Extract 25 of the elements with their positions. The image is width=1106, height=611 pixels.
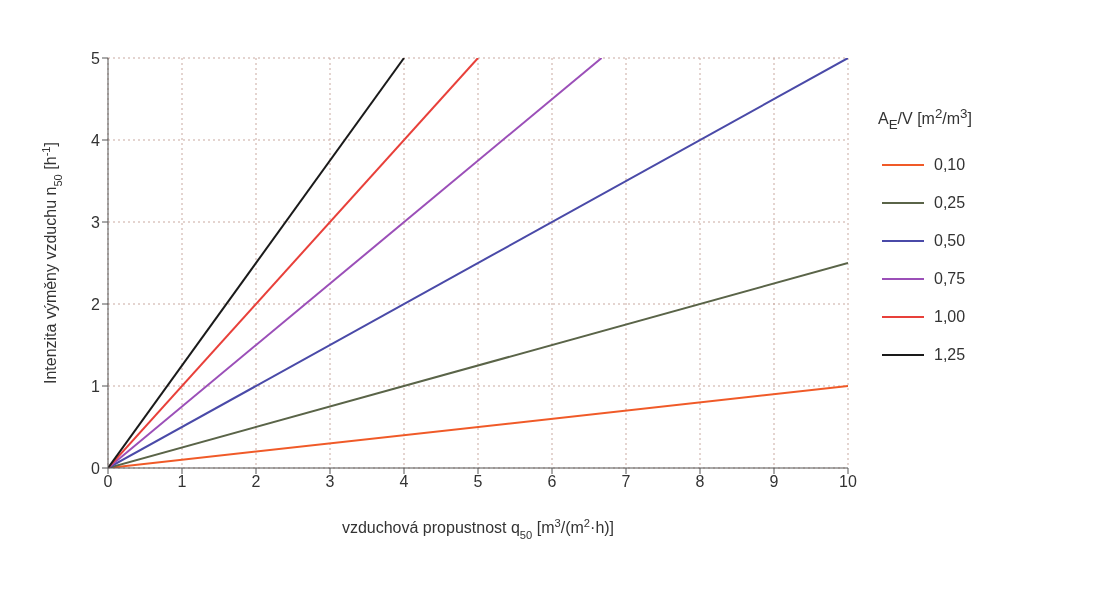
x-tick-label: 6 — [547, 473, 557, 491]
legend-label: 0,75 — [934, 269, 966, 288]
x-tick-label: 5 — [473, 473, 483, 491]
x-tick-label: 8 — [695, 473, 705, 491]
legend-label: 1,00 — [934, 307, 966, 326]
y-tick-label: 1 — [91, 377, 101, 395]
x-tick-label: 2 — [251, 473, 261, 491]
legend-title: A$_{E}$/V [m$^{2}$/m$^{3}$] — [878, 106, 972, 132]
y-tick-label: 3 — [91, 213, 101, 231]
legend-label: 0,25 — [934, 193, 966, 212]
legend-label: 1,25 — [934, 345, 966, 364]
y-tick-label: 4 — [91, 131, 101, 149]
x-tick-label: 1 — [177, 473, 187, 491]
x-tick-label: 4 — [399, 473, 409, 491]
y-tick-label: 5 — [91, 49, 101, 67]
y-tick-label: 0 — [91, 459, 101, 477]
x-tick-label: 7 — [621, 473, 631, 491]
x-axis-title: vzduchová propustnost q$_{50}$ [m$^{3}$/(m$^{2}$·h)] — [341, 517, 615, 541]
x-tick-label: 10 — [839, 473, 857, 491]
x-tick-label: 3 — [325, 473, 335, 491]
x-tick-label: 0 — [103, 473, 113, 491]
y-tick-label: 2 — [91, 295, 101, 313]
x-tick-label: 9 — [769, 473, 779, 491]
legend-label: 0,10 — [934, 155, 966, 174]
legend-label: 0,50 — [934, 231, 966, 250]
